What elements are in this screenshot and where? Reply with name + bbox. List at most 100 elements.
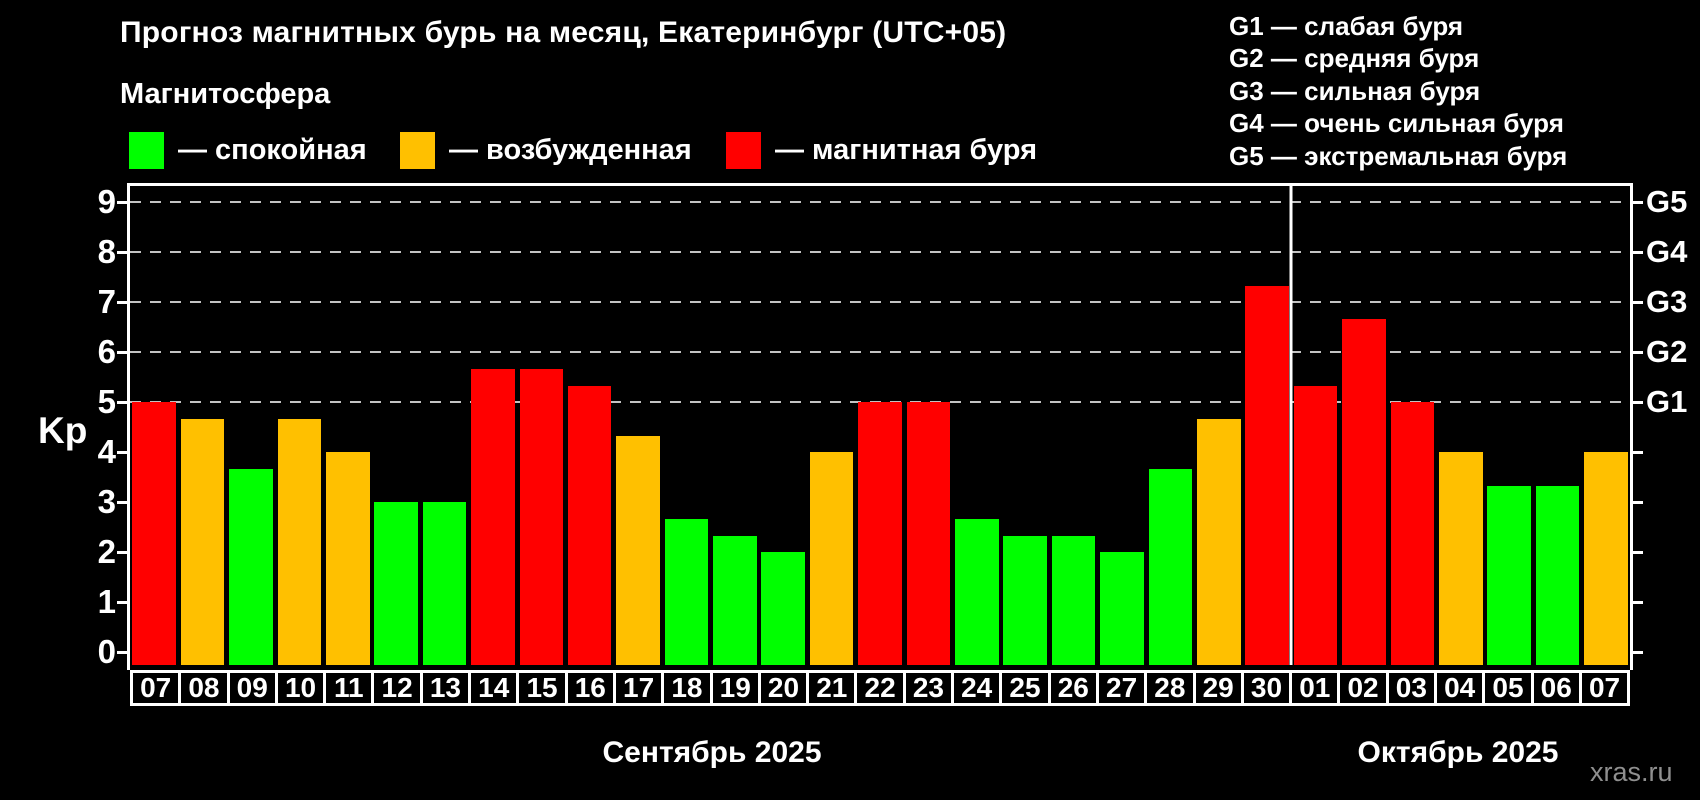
day-label-26: 26	[1047, 670, 1099, 706]
bar-slot-13	[420, 183, 468, 665]
bar-slot-09	[227, 183, 275, 665]
day-label-27: 27	[1095, 670, 1148, 706]
bar-slot-01	[1291, 183, 1339, 665]
day-label-22: 22	[854, 670, 906, 706]
bar-day-02-kp-6.67	[1342, 318, 1386, 665]
gridline-kp-6	[130, 351, 1630, 353]
bar-day-23-kp-5	[906, 402, 951, 665]
bar-day-28-kp-3.67	[1148, 468, 1193, 665]
y-tick-left-3	[117, 501, 127, 504]
y-tick-label-0: 0	[97, 633, 116, 670]
y-tick-right-3	[1633, 501, 1643, 504]
right-axis-line	[1630, 183, 1633, 670]
y-tick-right-7	[1633, 301, 1643, 304]
day-label-01: 01	[1289, 670, 1341, 706]
bar-day-25-kp-2.33	[1003, 535, 1047, 665]
y-tick-left-2	[117, 551, 127, 554]
bar-day-20-kp-2	[761, 552, 806, 665]
bar-day-07-kp-4	[1584, 452, 1628, 665]
bar-slot-30	[1243, 183, 1291, 665]
gridline-kp-9	[130, 201, 1630, 203]
bar-slot-15	[517, 183, 565, 665]
gridline-kp-7	[130, 301, 1630, 303]
bar-day-17-kp-4.33	[616, 435, 660, 665]
legend-item-storm: — магнитная буря	[726, 131, 1037, 169]
y-tick-right-4	[1633, 451, 1643, 454]
bar-slot-03	[1388, 183, 1436, 665]
day-label-30: 30	[1240, 670, 1293, 706]
legend-swatch-excited	[400, 131, 435, 169]
y-tick-left-0	[117, 651, 127, 654]
y-tick-right-8	[1633, 251, 1643, 254]
y-axis-tick-labels: 0 1 2 3 4 5 6 7 8 9	[0, 183, 116, 670]
bar-slot-17	[614, 183, 662, 665]
y-tick-label-2: 2	[97, 533, 116, 570]
bar-slot-18	[662, 183, 710, 665]
bar-slot-20	[759, 183, 807, 665]
day-label-09: 09	[226, 670, 278, 706]
legend-heading: Магнитосфера	[120, 78, 331, 110]
day-label-16: 16	[564, 670, 616, 706]
legend-label-storm: — магнитная буря	[775, 133, 1038, 166]
day-label-18: 18	[661, 670, 713, 706]
day-label-11: 11	[323, 670, 375, 706]
day-label-13: 13	[419, 670, 472, 706]
bar-slot-29	[1195, 183, 1243, 665]
y-tick-label-7: 7	[97, 283, 116, 320]
bar-slot-07	[130, 183, 178, 665]
legend-label-quiet: — спокойная	[178, 133, 367, 166]
bar-slot-26	[1049, 183, 1097, 665]
bar-day-06-kp-3.33	[1535, 485, 1580, 665]
day-label-20: 20	[757, 670, 810, 706]
legend-swatch-storm	[726, 131, 761, 169]
y-tick-label-9: 9	[97, 183, 116, 220]
day-label-23: 23	[902, 670, 955, 706]
bar-slot-19	[711, 183, 759, 665]
bar-slot-04	[1437, 183, 1485, 665]
day-label-28: 28	[1144, 670, 1196, 706]
bar-slot-05	[1485, 183, 1533, 665]
bar-slot-22	[856, 183, 904, 665]
bar-day-26-kp-2.33	[1051, 535, 1096, 665]
bar-day-19-kp-2.33	[713, 535, 757, 665]
bar-day-01-kp-5.33	[1293, 385, 1338, 665]
y-tick-label-4: 4	[97, 433, 116, 470]
bar-day-24-kp-2.67	[955, 518, 999, 665]
bar-slot-07	[1582, 183, 1630, 665]
day-label-29: 29	[1192, 670, 1244, 706]
day-label-07: 07	[1578, 670, 1631, 706]
bar-day-04-kp-4	[1438, 452, 1483, 665]
y-axis-title: Kp	[38, 410, 88, 451]
bar-day-10-kp-4.67	[277, 418, 322, 665]
legend-swatch-quiet	[129, 131, 164, 169]
day-label-19: 19	[709, 670, 761, 706]
y-tick-label-1: 1	[97, 583, 116, 620]
bar-day-11-kp-4	[325, 452, 370, 665]
bar-day-14-kp-5.67	[471, 368, 515, 665]
day-label-21: 21	[806, 670, 858, 706]
bar-day-22-kp-5	[858, 402, 902, 665]
bar-day-08-kp-4.67	[180, 418, 225, 665]
day-label-07: 07	[130, 670, 182, 706]
g-scale-axis-labels: G1 G2 G3 G4 G5	[1646, 183, 1700, 665]
y-tick-left-5	[117, 401, 127, 404]
y-tick-left-4	[117, 451, 127, 454]
plot-top-border	[127, 183, 1633, 186]
month-label-october: Октябрь 2025	[1357, 736, 1559, 769]
gridline-kp-8	[130, 251, 1630, 253]
bar-slot-10	[275, 183, 323, 665]
bar-slot-21	[807, 183, 855, 665]
y-tick-right-9	[1633, 201, 1643, 204]
day-label-17: 17	[612, 670, 665, 706]
g-legend-line-4: G4 — очень сильная буря	[1229, 108, 1564, 139]
bar-slot-24	[953, 183, 1001, 665]
day-label-14: 14	[468, 670, 520, 706]
y-tick-label-8: 8	[97, 233, 116, 270]
y-tick-left-8	[117, 251, 127, 254]
bar-day-12-kp-3	[374, 502, 418, 665]
bar-day-13-kp-3	[422, 502, 467, 665]
y-tick-label-3: 3	[97, 483, 116, 520]
bar-slot-11	[324, 183, 372, 665]
g-legend-line-5: G5 — экстремальная буря	[1229, 140, 1568, 171]
